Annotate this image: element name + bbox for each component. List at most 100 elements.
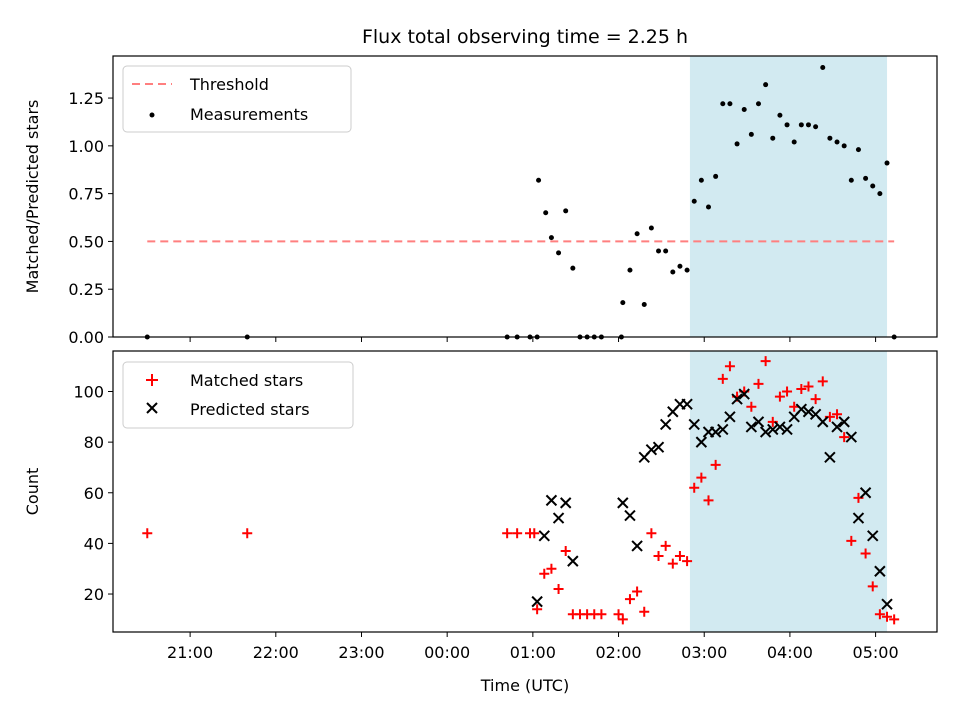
matched-star-point	[753, 378, 764, 389]
matched-star-point	[867, 581, 878, 592]
matched-star-point	[696, 472, 707, 483]
matched-star-point	[532, 604, 543, 615]
predicted-star-point	[881, 598, 893, 610]
matched-star-point	[674, 551, 685, 562]
predicted-star-point	[624, 509, 636, 522]
matched-star-point	[613, 609, 624, 620]
measurement-point	[863, 175, 869, 181]
predicted-star-point	[538, 530, 550, 542]
flux-ratio-y-tick-label: 0.75	[68, 185, 104, 204]
matched-star-point	[682, 556, 693, 567]
x-tick-label: 01:00	[510, 643, 556, 662]
count-y-ticks: 20 40 60 80 100	[73, 383, 113, 604]
predicted-star-point	[752, 416, 765, 428]
matched-star-point	[646, 528, 657, 539]
matched-star-point	[596, 609, 607, 620]
measurement-point	[720, 101, 726, 107]
flux-ratio-y-tick-label: 0.50	[68, 232, 104, 251]
matched-star-point	[717, 373, 728, 384]
measurement-point	[870, 183, 876, 189]
matched-star-point	[512, 528, 523, 539]
measurement-point	[791, 139, 797, 145]
predicted-star-point	[652, 441, 665, 453]
matched-star-point	[746, 401, 757, 412]
predicted-star-point	[559, 497, 572, 509]
matched-star-point	[624, 594, 635, 605]
measurement-point	[570, 265, 576, 271]
measurement-point	[670, 269, 676, 275]
predicted-star-point	[688, 418, 700, 431]
measurement-point	[663, 248, 669, 254]
predicted-star-point	[724, 411, 736, 423]
measurement-point	[620, 300, 626, 306]
matched-star-point	[142, 528, 153, 539]
matched-star-point	[810, 394, 821, 405]
measurement-point	[855, 147, 861, 153]
x-tick-label: 04:00	[767, 643, 813, 662]
measurement-point	[755, 101, 761, 107]
measurement-point	[727, 101, 733, 107]
measurement-point	[648, 225, 654, 231]
flux-ratio-y-tick-label: 1.25	[68, 89, 104, 108]
predicted-star-point	[795, 403, 808, 415]
measurement-point	[536, 177, 542, 183]
matched-star-point	[660, 540, 671, 551]
measurement-point	[684, 267, 690, 273]
measurement-point	[805, 122, 811, 128]
flux-ratio-y-axis-label: Matched/Predicted stars	[23, 100, 42, 294]
legend-measurements-swatch	[149, 112, 155, 118]
measurement-point	[841, 143, 847, 149]
flux-ratio-y-tick-label: 0.00	[68, 328, 104, 347]
count-series	[142, 356, 900, 625]
predicted-star-point	[659, 418, 672, 431]
predicted-star-point	[717, 423, 729, 436]
observing-time-span-top	[689, 56, 888, 337]
count-axes-frame	[112, 350, 938, 633]
matched-star-point	[803, 381, 814, 392]
legend-threshold-label: Threshold	[189, 75, 269, 94]
predicted-star-point	[567, 555, 579, 567]
measurement-point	[763, 82, 769, 88]
measurement-point	[641, 302, 647, 308]
count-x-ticks: 21:00 22:00 23:00 00:00 01:00 02:00 03:00 04:00…	[167, 632, 899, 662]
matched-star-point	[553, 583, 564, 594]
measurement-point	[563, 208, 569, 214]
measurement-point	[884, 160, 890, 166]
predicted-star-point	[781, 423, 793, 436]
measurement-point	[798, 122, 804, 128]
matched-star-point	[724, 361, 735, 372]
predicted-star-point	[867, 530, 879, 542]
flux-ratio-x-ticks	[189, 337, 877, 342]
measurement-point	[713, 173, 719, 179]
predicted-star-point	[859, 487, 872, 499]
measurement-point	[820, 64, 826, 70]
x-tick-label: 22:00	[253, 643, 299, 662]
measurement-point	[777, 112, 783, 118]
measurement-point	[877, 191, 883, 197]
count-legend-box	[122, 361, 354, 429]
legend-predicted-swatch	[146, 402, 158, 414]
matched-star-point	[653, 551, 664, 562]
matched-star-point	[539, 568, 550, 579]
measurement-point	[784, 122, 790, 128]
matched-star-point	[632, 586, 643, 597]
measurement-point	[634, 231, 640, 237]
measurement-point	[698, 177, 704, 183]
matched-star-point	[782, 386, 793, 397]
matched-star-point	[639, 606, 650, 617]
flux-ratio-panel: 0.00 0.25 0.50 0.75 1.00 1.25 Matched/Predict…	[23, 55, 938, 347]
measurement-point	[827, 135, 833, 141]
measurement-point	[770, 135, 776, 141]
flux-ratio-y-tick-label: 0.25	[68, 280, 104, 299]
measurement-point	[748, 131, 754, 137]
predicted-star-point	[802, 406, 815, 418]
legend-matched-swatch	[146, 374, 158, 386]
measurement-point	[813, 124, 819, 130]
predicted-star-point	[738, 388, 750, 400]
legend-matched-label: Matched stars	[190, 371, 303, 390]
x-tick-label: 05:00	[853, 643, 899, 662]
matched-star-point	[889, 614, 900, 625]
measurement-point	[543, 210, 549, 216]
matched-star-point	[760, 356, 771, 367]
matched-star-point	[710, 459, 721, 470]
